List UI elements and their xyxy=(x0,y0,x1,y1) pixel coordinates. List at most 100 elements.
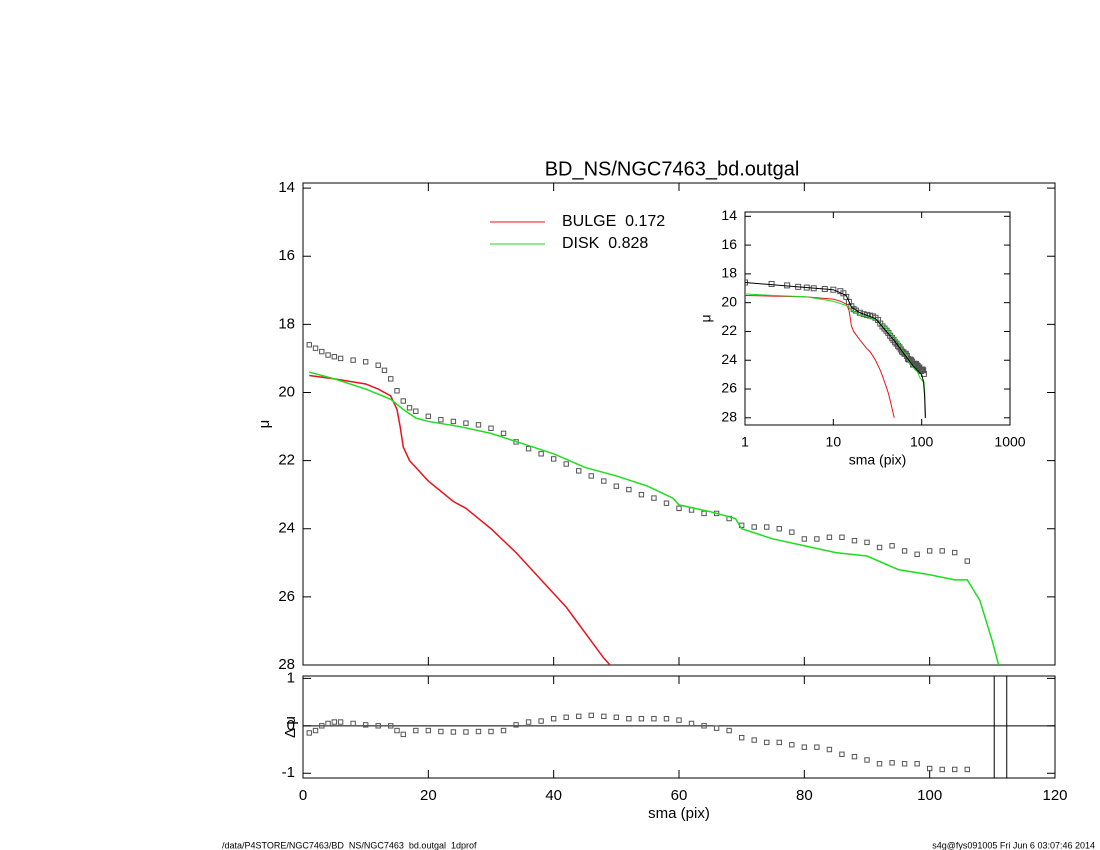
y-tick-label: 20 xyxy=(721,293,737,309)
data-point xyxy=(751,524,757,530)
data-point xyxy=(463,420,469,426)
data-point xyxy=(331,354,338,360)
data-point xyxy=(914,761,920,767)
data-point xyxy=(676,717,682,723)
data-point xyxy=(525,445,532,452)
data-point xyxy=(638,491,645,498)
data-point xyxy=(701,723,707,729)
data-point xyxy=(538,718,544,724)
data-point xyxy=(500,727,507,734)
data-point xyxy=(851,537,858,544)
x-tick-label: 1 xyxy=(741,434,749,450)
data-point xyxy=(701,510,707,517)
y-tick-label: 16 xyxy=(721,236,737,252)
data-point xyxy=(601,713,607,720)
data-point xyxy=(312,345,319,351)
data-point xyxy=(688,720,695,727)
chart-title: BD_NS/NGC7463_bd.outgal xyxy=(545,158,800,180)
data-point xyxy=(350,357,356,363)
data-point xyxy=(926,548,933,554)
data-point xyxy=(926,765,933,772)
y-tick-label: 24 xyxy=(278,520,295,537)
data-point xyxy=(475,728,482,735)
data-point xyxy=(325,352,331,358)
plot-frame xyxy=(302,182,1056,666)
data-point xyxy=(513,722,519,728)
data-point xyxy=(325,720,331,727)
x-axis-label: sma (pix) xyxy=(648,805,710,822)
data-point xyxy=(388,376,394,382)
data-point xyxy=(550,715,557,722)
legend-label: BULGE 0.172 xyxy=(562,213,665,230)
data-point xyxy=(801,744,808,750)
data-point xyxy=(337,719,344,725)
legend-label: DISK 0.828 xyxy=(562,235,648,252)
data-point xyxy=(319,348,325,355)
data-point xyxy=(889,543,895,549)
data-point xyxy=(406,405,413,411)
x-tick-label: 100 xyxy=(910,434,934,450)
data-point xyxy=(964,558,970,564)
data-point xyxy=(601,478,607,484)
x-tick-label: 80 xyxy=(796,787,813,804)
y-axis-label: Δ μ xyxy=(282,716,299,738)
x-tick-label: 20 xyxy=(420,787,437,804)
data-point xyxy=(306,730,312,736)
y-axis-label: μ xyxy=(698,314,714,322)
data-point xyxy=(768,280,775,287)
x-tick-label: 40 xyxy=(545,787,562,804)
data-point xyxy=(764,739,770,746)
y-tick-label: 1 xyxy=(287,669,295,686)
data-point xyxy=(914,551,920,557)
profile-line xyxy=(745,294,895,418)
data-point xyxy=(381,367,388,374)
x-tick-label: 120 xyxy=(1042,787,1067,804)
y-tick-label: 22 xyxy=(721,322,737,338)
data-point xyxy=(638,715,645,722)
data-point xyxy=(475,422,482,428)
data-point xyxy=(864,539,870,546)
data-point xyxy=(450,729,457,735)
data-point xyxy=(851,753,858,760)
data-point xyxy=(663,715,670,722)
data-point xyxy=(362,722,369,728)
data-point xyxy=(651,495,657,501)
profile-line xyxy=(309,371,1000,665)
plot-frame xyxy=(744,211,1011,426)
profile-line xyxy=(745,293,927,418)
data-point xyxy=(751,737,757,743)
data-point xyxy=(663,500,670,506)
y-tick-label: 28 xyxy=(721,409,737,425)
data-point xyxy=(901,761,908,767)
y-axis-label: μ xyxy=(256,420,273,429)
data-point xyxy=(500,430,507,437)
data-point xyxy=(876,544,883,551)
plot-area xyxy=(306,342,1000,665)
data-point xyxy=(826,534,833,540)
y-tick-label: 28 xyxy=(278,656,295,673)
data-point xyxy=(538,451,544,457)
data-point xyxy=(400,398,406,404)
y-tick-label: 14 xyxy=(278,179,295,196)
y-tick-label: 18 xyxy=(278,315,295,332)
data-point xyxy=(488,728,494,735)
data-point xyxy=(952,766,958,773)
data-point xyxy=(400,731,406,738)
y-tick-label: 14 xyxy=(721,207,737,223)
data-point xyxy=(920,367,927,374)
data-point xyxy=(350,720,356,727)
data-point xyxy=(626,486,632,493)
data-point xyxy=(776,526,782,532)
data-point xyxy=(889,760,895,766)
data-point xyxy=(438,728,444,735)
data-point xyxy=(726,727,732,734)
plot-frame xyxy=(302,675,1056,779)
data-point xyxy=(789,529,795,535)
data-point xyxy=(864,757,870,763)
data-point xyxy=(306,342,312,348)
data-point xyxy=(588,473,594,479)
y-tick-label: -1 xyxy=(282,764,295,781)
data-point xyxy=(651,715,657,722)
data-point xyxy=(919,366,926,373)
